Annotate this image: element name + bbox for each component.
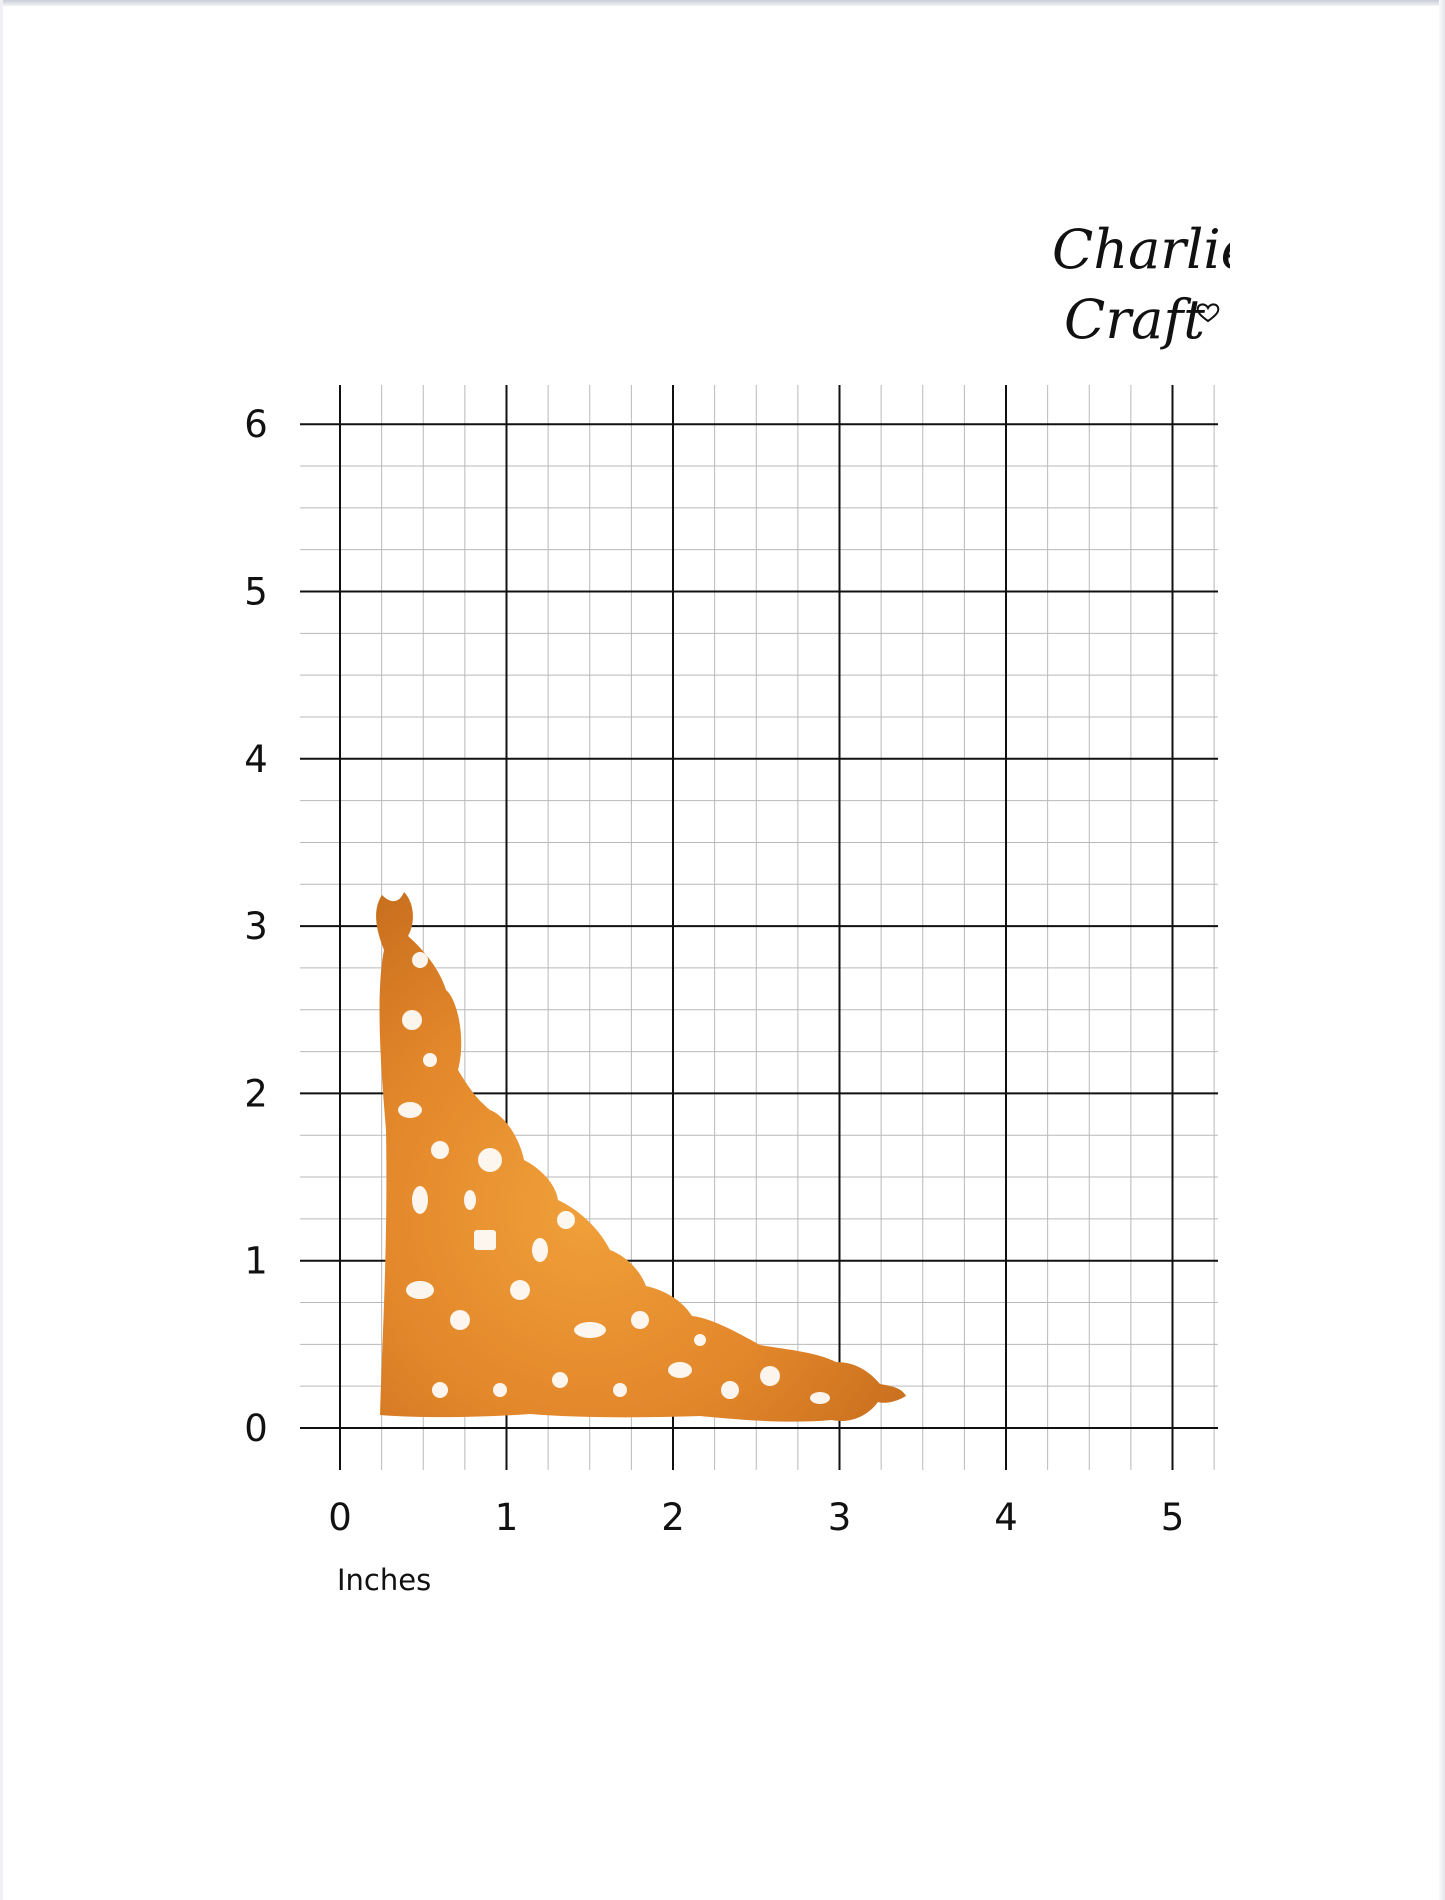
x-tick-label: 4 <box>994 1496 1018 1539</box>
svg-text:Charlie: Charlie <box>1052 218 1230 281</box>
scan-edge-right <box>1439 0 1445 1900</box>
y-tick-label: 1 <box>244 1240 268 1283</box>
x-tick-label: 2 <box>661 1496 685 1539</box>
y-tick-label: 2 <box>244 1072 268 1115</box>
y-tick-label: 3 <box>244 905 268 948</box>
y-tick-labels: 0 1 2 3 4 5 6 <box>244 403 268 1450</box>
x-axis-unit-label: Inches <box>337 1563 432 1597</box>
heart-icon <box>1196 303 1220 323</box>
x-tick-label: 5 <box>1161 1496 1185 1539</box>
y-tick-label: 6 <box>244 403 268 446</box>
y-tick-label: 5 <box>244 571 268 614</box>
x-tick-label: 3 <box>828 1496 852 1539</box>
y-tick-label: 0 <box>244 1407 268 1450</box>
scan-edge-left <box>0 0 3 1900</box>
y-tick-label: 4 <box>244 738 268 781</box>
charlie-craft-logo: Charlie Craft <box>1052 218 1230 351</box>
filigree-corner-diecut <box>376 892 906 1422</box>
x-tick-label: 1 <box>495 1496 519 1539</box>
x-tick-labels: 0 1 2 3 4 5 <box>328 1496 1184 1539</box>
x-tick-label: 0 <box>328 1496 352 1539</box>
major-grid-lines <box>300 385 1218 1470</box>
svg-text:Craft: Craft <box>1064 288 1205 351</box>
scan-edge-top <box>0 0 1445 6</box>
